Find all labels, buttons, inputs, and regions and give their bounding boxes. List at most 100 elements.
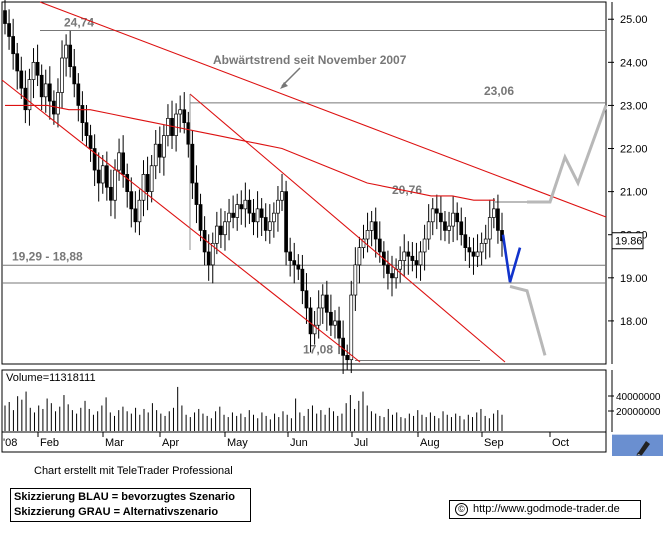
- candle-body: [35, 61, 40, 76]
- candle-body: [398, 260, 403, 270]
- candle-body: [430, 208, 435, 223]
- annotation-arrowhead: [280, 82, 288, 89]
- candle-body: [451, 212, 455, 227]
- candle-body: [492, 208, 496, 218]
- candle-body: [276, 199, 280, 214]
- candle-body: [27, 79, 32, 111]
- current-price-label: 19.86: [615, 236, 643, 248]
- channel-line-lower: [1, 79, 361, 363]
- candle-body: [304, 290, 309, 309]
- candle-body: [365, 230, 370, 240]
- candle-body: [80, 105, 85, 124]
- source-link[interactable]: © http://www.godmode-trader.de: [449, 500, 641, 519]
- candle-body: [447, 225, 451, 231]
- price-tick-label: 25.00: [620, 14, 648, 26]
- candle-body: [84, 122, 89, 136]
- candle-body: [390, 273, 394, 279]
- candle-body: [267, 221, 272, 231]
- candle-body: [422, 238, 427, 253]
- candle-body: [56, 92, 60, 115]
- chart-credit: Chart erstellt mit TeleTrader Profession…: [34, 465, 233, 477]
- downtrend-line-upper: [39, 1, 607, 218]
- candle-body: [235, 204, 240, 218]
- candle-body: [288, 251, 293, 261]
- time-tick-label: Oct: [552, 437, 569, 449]
- candle-body: [329, 311, 333, 326]
- candle-body: [280, 191, 284, 201]
- chart-annotation: 17,08: [303, 343, 333, 357]
- candle-body: [182, 109, 187, 124]
- candle-body: [439, 212, 443, 223]
- candle-body: [72, 66, 77, 85]
- time-tick-label: Mar: [105, 437, 124, 449]
- time-tick-label: Feb: [40, 437, 59, 449]
- candle-body: [227, 212, 231, 223]
- candle-body: [214, 225, 219, 244]
- candle-body: [292, 260, 297, 266]
- candle-body: [104, 165, 109, 188]
- candle-body: [11, 36, 15, 55]
- candle-body: [88, 135, 93, 149]
- candle-body: [202, 230, 207, 253]
- candle-body: [406, 251, 411, 257]
- time-tick-label: Jun: [290, 437, 308, 449]
- candle-body: [113, 169, 117, 201]
- time-tick-label: May: [227, 437, 248, 449]
- candle-body: [3, 10, 7, 24]
- candle-body: [174, 113, 178, 136]
- candle-body: [434, 208, 439, 214]
- candle-body: [141, 174, 146, 201]
- candle-body: [357, 247, 362, 266]
- legend-gray-text: Skizzierung GRAU = Alternativszenario: [14, 506, 219, 518]
- candle-body: [479, 242, 484, 253]
- candle-body: [312, 324, 317, 335]
- scenario-gray-up-path: [527, 104, 608, 204]
- price-tick-label: 18.00: [620, 316, 648, 328]
- candle-body: [52, 100, 56, 115]
- candle-body: [31, 61, 36, 80]
- candle-body: [386, 264, 390, 274]
- candle-body: [7, 23, 11, 37]
- volume-label: Volume=11318111: [6, 372, 96, 384]
- price-tick-label: 19.00: [620, 273, 648, 285]
- candle-body: [345, 355, 350, 361]
- candle-body: [369, 221, 374, 231]
- candle-body: [471, 251, 476, 257]
- candle-body: [64, 44, 68, 59]
- candle-body: [263, 217, 268, 231]
- candle-body: [194, 182, 199, 205]
- copyright-icon: ©: [455, 502, 468, 516]
- candle-body: [349, 294, 354, 361]
- chart-tool-button[interactable]: [612, 434, 663, 456]
- candle-body: [402, 251, 407, 261]
- candle-body: [15, 53, 20, 72]
- candle-body: [410, 255, 415, 261]
- candle-body: [121, 152, 125, 175]
- candle-body: [219, 225, 223, 236]
- candle-body: [247, 199, 252, 214]
- candle-body: [320, 294, 325, 309]
- volume-tick-label: 20000000: [616, 407, 661, 418]
- chart-annotation: 24,74: [64, 15, 94, 29]
- price-tick-label: 21.00: [620, 187, 648, 199]
- chart-annotation: 20,76: [392, 183, 422, 197]
- candle-body: [496, 208, 500, 231]
- candle-body: [455, 212, 460, 223]
- candle-body: [137, 199, 142, 223]
- time-tick-label: Sep: [484, 437, 504, 449]
- candle-body: [60, 57, 64, 93]
- candle-body: [483, 238, 488, 244]
- candle-body: [377, 238, 382, 253]
- candle-body: [198, 204, 203, 231]
- chart-annotation: 23,06: [484, 84, 514, 98]
- candle-body: [475, 251, 480, 257]
- candle-body: [157, 143, 162, 158]
- candle-body: [96, 169, 101, 184]
- candle-body: [467, 247, 472, 253]
- chart-annotation: Abwärtstrend seit November 2007: [213, 53, 407, 67]
- source-url[interactable]: http://www.godmode-trader.de: [473, 503, 620, 515]
- candle-body: [284, 191, 288, 253]
- price-chart: 25.0024.0023.0022.0021.0020.0019.0018.00…: [1, 0, 661, 453]
- scenario-gray-down-path: [509, 284, 547, 356]
- time-tick-label: Aug: [420, 437, 440, 449]
